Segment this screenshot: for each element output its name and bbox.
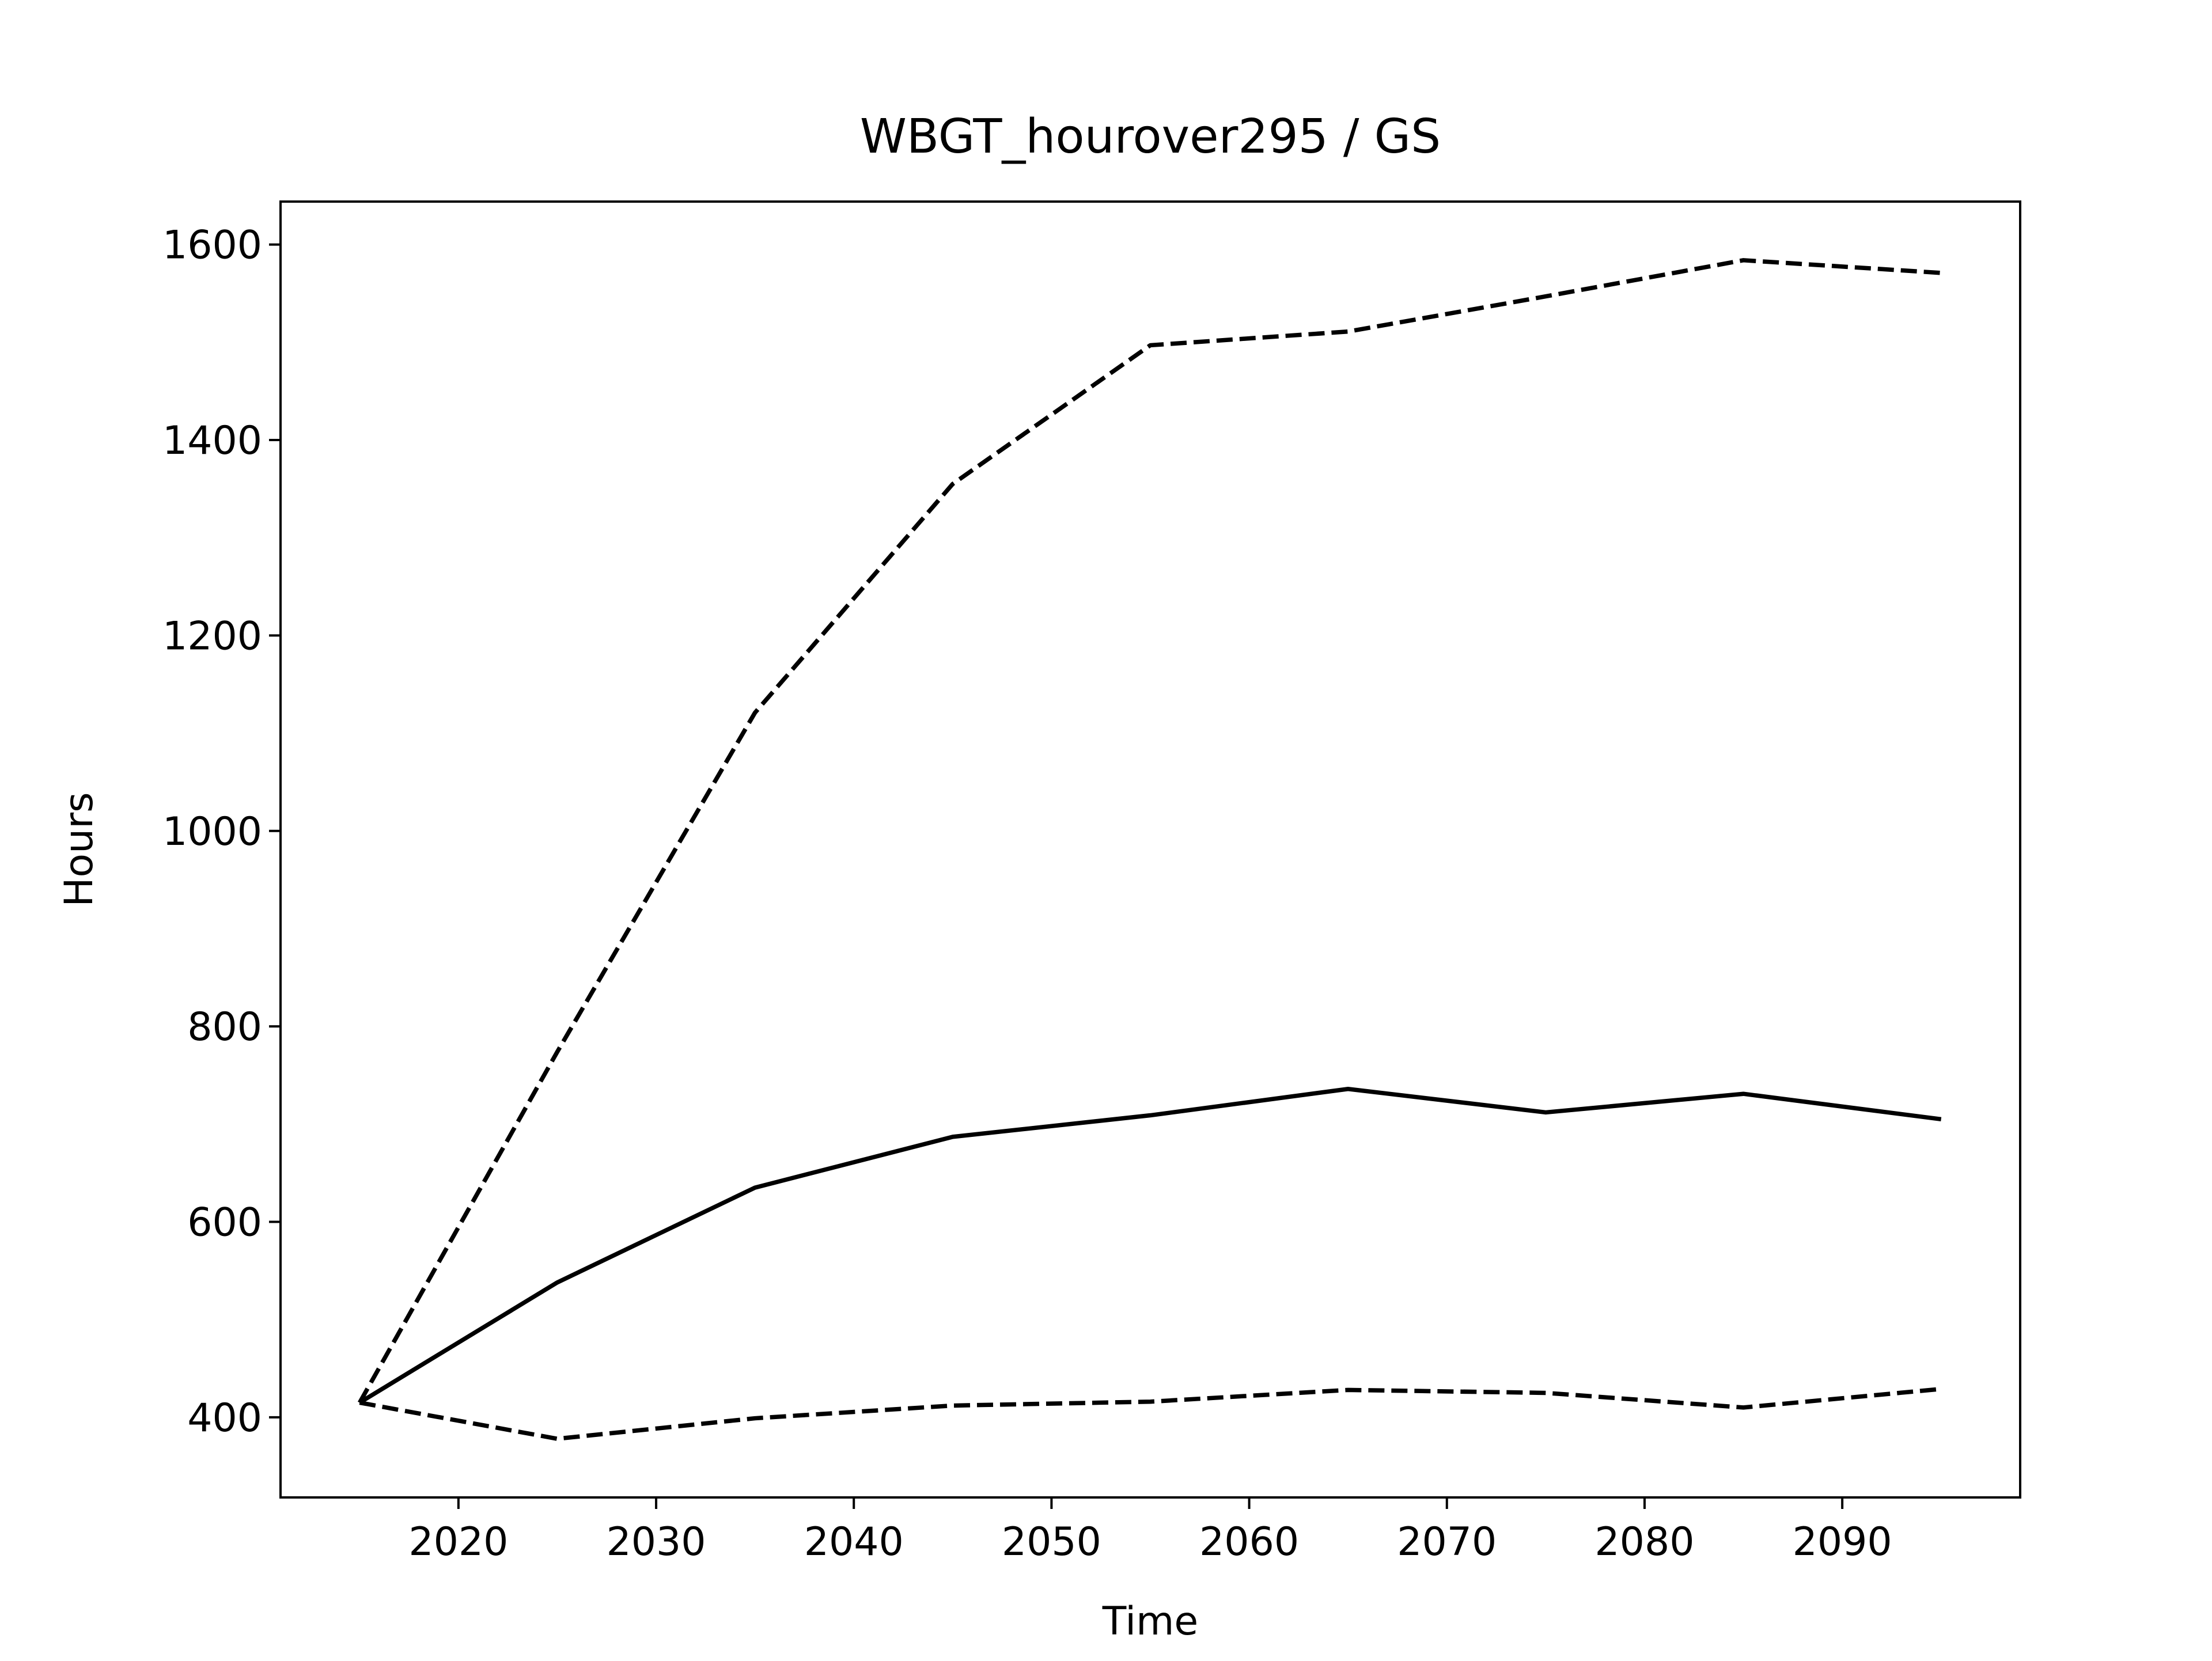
x-tick-label: 2060 (1199, 1519, 1299, 1565)
chart-title: WBGT_hourover295 / GS (860, 109, 1441, 164)
x-tick-label: 2070 (1397, 1519, 1497, 1565)
x-tick-label: 2020 (408, 1519, 508, 1565)
x-axis-label: Time (1102, 1599, 1198, 1644)
x-tick-label: 2050 (1002, 1519, 1101, 1565)
x-tick-label: 2030 (607, 1519, 706, 1565)
x-tick-label: 2090 (1793, 1519, 1892, 1565)
y-tick-label: 600 (187, 1200, 262, 1245)
y-tick-label: 1000 (162, 809, 262, 855)
x-tick-label: 2080 (1594, 1519, 1694, 1565)
y-axis-label: Hours (56, 792, 102, 907)
y-tick-label: 400 (187, 1395, 262, 1441)
x-tick-label: 2040 (804, 1519, 904, 1565)
y-tick-label: 1600 (162, 223, 262, 268)
plot-frame (279, 200, 2021, 1499)
y-tick-label: 1400 (162, 418, 262, 464)
series-line (358, 258, 1941, 1404)
series-line (358, 1086, 1942, 1405)
y-tick-label: 800 (187, 1004, 262, 1050)
y-tick-label: 1200 (162, 613, 262, 659)
series-line (359, 1386, 1942, 1441)
